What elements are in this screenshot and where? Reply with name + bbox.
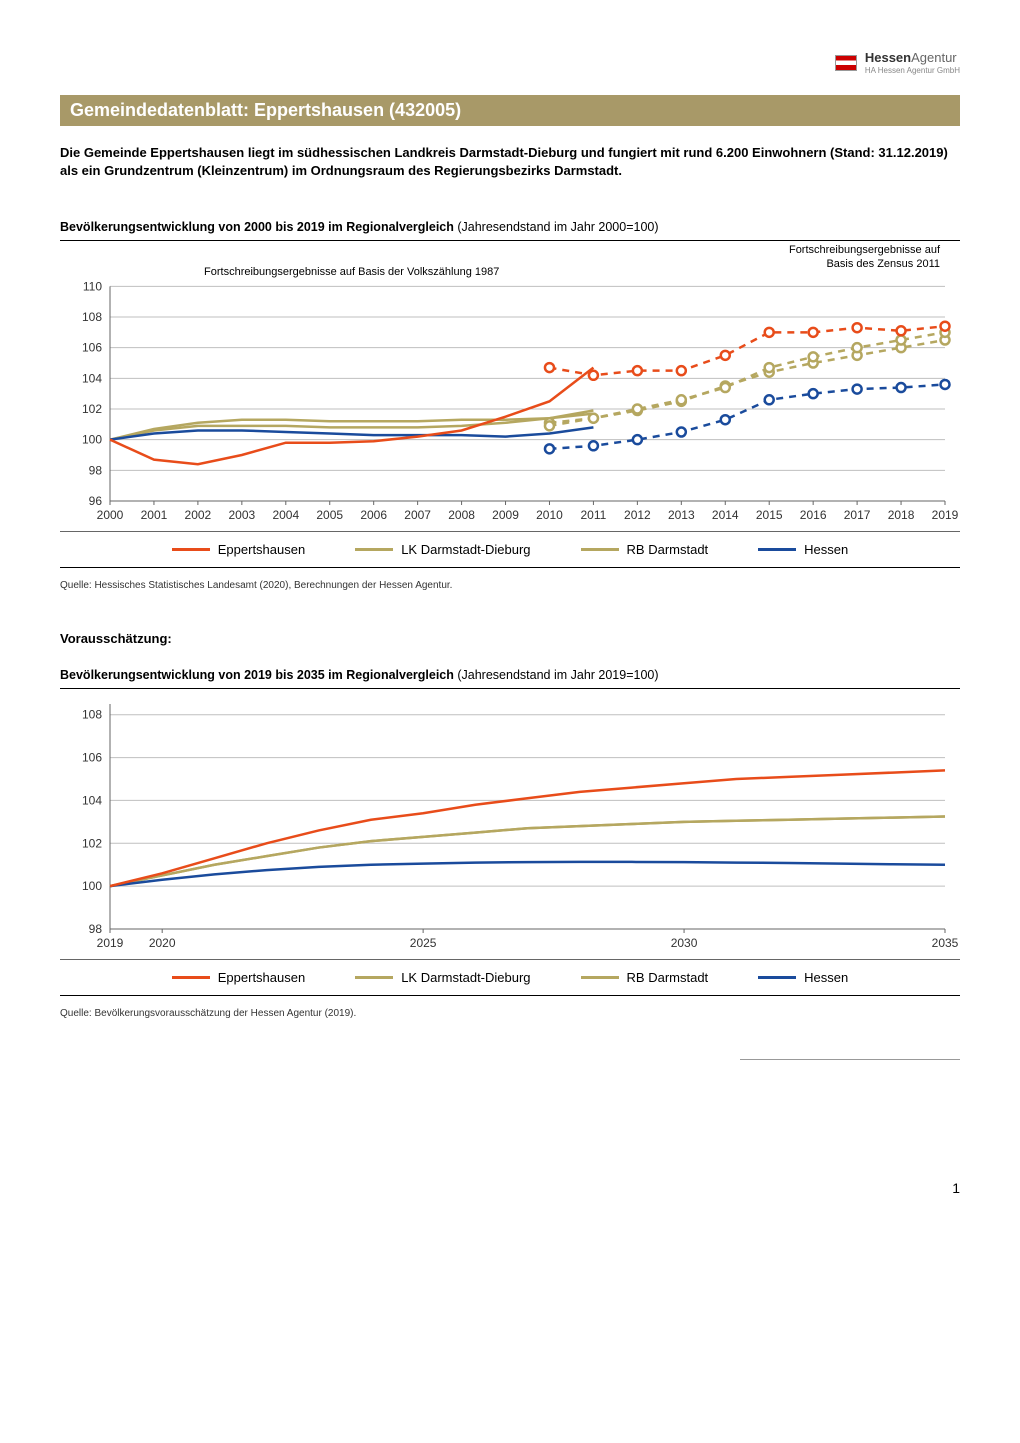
legend-item: RB Darmstadt bbox=[581, 970, 709, 985]
legend-item: Hessen bbox=[758, 970, 848, 985]
svg-text:2016: 2016 bbox=[800, 508, 827, 522]
legend-item: Eppertshausen bbox=[172, 542, 305, 557]
brand-text-block: HessenAgentur HA Hessen Agentur GmbH bbox=[865, 50, 960, 75]
legend-swatch bbox=[758, 976, 796, 979]
svg-text:2008: 2008 bbox=[448, 508, 475, 522]
forecast-label: Vorausschätzung: bbox=[60, 631, 960, 646]
svg-text:2010: 2010 bbox=[536, 508, 563, 522]
brand-light: Agentur bbox=[911, 50, 957, 65]
legend-label: RB Darmstadt bbox=[627, 542, 709, 557]
svg-text:Fortschreibungsergebnisse auf: Fortschreibungsergebnisse auf bbox=[789, 244, 941, 256]
legend-swatch bbox=[355, 548, 393, 551]
legend-swatch bbox=[172, 976, 210, 979]
page-number: 1 bbox=[60, 1180, 960, 1196]
svg-text:2030: 2030 bbox=[671, 936, 698, 950]
svg-text:2001: 2001 bbox=[141, 508, 168, 522]
chart2-box: 98 100 102 104 106 108 2019 2020 2025 2030 2035 Ep… bbox=[60, 688, 960, 996]
legend-swatch bbox=[355, 976, 393, 979]
svg-text:2035: 2035 bbox=[932, 936, 959, 950]
svg-text:2007: 2007 bbox=[404, 508, 431, 522]
legend-swatch bbox=[581, 548, 619, 551]
svg-text:110: 110 bbox=[83, 280, 102, 294]
legend-label: Hessen bbox=[804, 542, 848, 557]
legend-item: RB Darmstadt bbox=[581, 542, 709, 557]
legend-swatch bbox=[581, 976, 619, 979]
svg-text:102: 102 bbox=[82, 402, 102, 416]
svg-text:2002: 2002 bbox=[185, 508, 212, 522]
chart1-title-bold: Bevölkerungsentwicklung von 2000 bis 201… bbox=[60, 220, 454, 234]
chart2-source: Quelle: Bevölkerungsvorausschätzung der … bbox=[60, 1008, 960, 1019]
svg-text:2000: 2000 bbox=[97, 508, 124, 522]
chart2-svg: 98 100 102 104 106 108 2019 2020 2025 2030 2035 bbox=[60, 689, 960, 959]
svg-text:2025: 2025 bbox=[410, 936, 437, 950]
svg-text:104: 104 bbox=[82, 372, 102, 386]
legend-swatch bbox=[172, 548, 210, 551]
page-title: Gemeindedatenblatt: Eppertshausen (43200… bbox=[60, 95, 960, 126]
svg-text:2015: 2015 bbox=[756, 508, 783, 522]
chart2-title-rest: (Jahresendstand im Jahr 2019=100) bbox=[454, 668, 659, 682]
svg-text:108: 108 bbox=[82, 310, 102, 324]
svg-text:2019: 2019 bbox=[97, 936, 124, 950]
chart1-svg: 96 98 100 102 104 106 108 110 2000 2001 2002 2003 20… bbox=[60, 241, 960, 531]
svg-text:98: 98 bbox=[89, 922, 103, 936]
svg-text:104: 104 bbox=[82, 794, 102, 808]
legend-item: LK Darmstadt-Dieburg bbox=[355, 542, 530, 557]
svg-text:2009: 2009 bbox=[492, 508, 519, 522]
footer-divider bbox=[740, 1059, 960, 1060]
legend-label: LK Darmstadt-Dieburg bbox=[401, 542, 530, 557]
brand-header: HessenAgentur HA Hessen Agentur GmbH bbox=[60, 50, 960, 75]
svg-text:2006: 2006 bbox=[360, 508, 387, 522]
svg-text:2004: 2004 bbox=[272, 508, 299, 522]
svg-text:2020: 2020 bbox=[149, 936, 176, 950]
legend-label: Eppertshausen bbox=[218, 542, 305, 557]
svg-text:2005: 2005 bbox=[316, 508, 343, 522]
svg-text:2017: 2017 bbox=[844, 508, 871, 522]
svg-text:2011: 2011 bbox=[581, 508, 607, 522]
svg-text:108: 108 bbox=[82, 708, 102, 722]
chart1-box: 96 98 100 102 104 106 108 110 2000 2001 2002 2003 20… bbox=[60, 240, 960, 568]
legend-label: Hessen bbox=[804, 970, 848, 985]
legend-label: Eppertshausen bbox=[218, 970, 305, 985]
legend-item: Eppertshausen bbox=[172, 970, 305, 985]
chart2-title-bold: Bevölkerungsentwicklung von 2019 bis 203… bbox=[60, 668, 454, 682]
svg-text:102: 102 bbox=[82, 837, 102, 851]
hessen-flag-icon bbox=[835, 55, 857, 71]
svg-text:106: 106 bbox=[82, 751, 102, 765]
legend-item: LK Darmstadt-Dieburg bbox=[355, 970, 530, 985]
chart1-title: Bevölkerungsentwicklung von 2000 bis 201… bbox=[60, 220, 960, 234]
svg-text:100: 100 bbox=[82, 880, 102, 894]
legend-label: RB Darmstadt bbox=[627, 970, 709, 985]
svg-text:Basis des Zensus 2011: Basis des Zensus 2011 bbox=[826, 258, 940, 270]
svg-text:2019: 2019 bbox=[932, 508, 959, 522]
svg-text:106: 106 bbox=[82, 341, 102, 355]
intro-paragraph: Die Gemeinde Eppertshausen liegt im südh… bbox=[60, 144, 960, 180]
svg-text:100: 100 bbox=[82, 433, 102, 447]
svg-text:2014: 2014 bbox=[712, 508, 739, 522]
brand-bold: Hessen bbox=[865, 50, 911, 65]
svg-text:2013: 2013 bbox=[668, 508, 695, 522]
chart1-legend: Eppertshausen LK Darmstadt-Dieburg RB Darm… bbox=[60, 531, 960, 567]
svg-text:Fortschreibungsergebnisse auf: Fortschreibungsergebnisse auf Basis der … bbox=[204, 266, 499, 278]
svg-text:98: 98 bbox=[89, 464, 103, 478]
brand-sub: HA Hessen Agentur GmbH bbox=[865, 66, 960, 75]
legend-item: Hessen bbox=[758, 542, 848, 557]
chart1-source: Quelle: Hessisches Statistisches Landesa… bbox=[60, 580, 960, 591]
chart1-title-rest: (Jahresendstand im Jahr 2000=100) bbox=[454, 220, 659, 234]
svg-text:96: 96 bbox=[89, 494, 103, 508]
chart2-title: Bevölkerungsentwicklung von 2019 bis 203… bbox=[60, 668, 960, 682]
svg-text:2012: 2012 bbox=[624, 508, 651, 522]
chart2-legend: Eppertshausen LK Darmstadt-Dieburg RB Darm… bbox=[60, 959, 960, 995]
svg-text:2018: 2018 bbox=[888, 508, 915, 522]
legend-label: LK Darmstadt-Dieburg bbox=[401, 970, 530, 985]
legend-swatch bbox=[758, 548, 796, 551]
svg-text:2003: 2003 bbox=[228, 508, 255, 522]
